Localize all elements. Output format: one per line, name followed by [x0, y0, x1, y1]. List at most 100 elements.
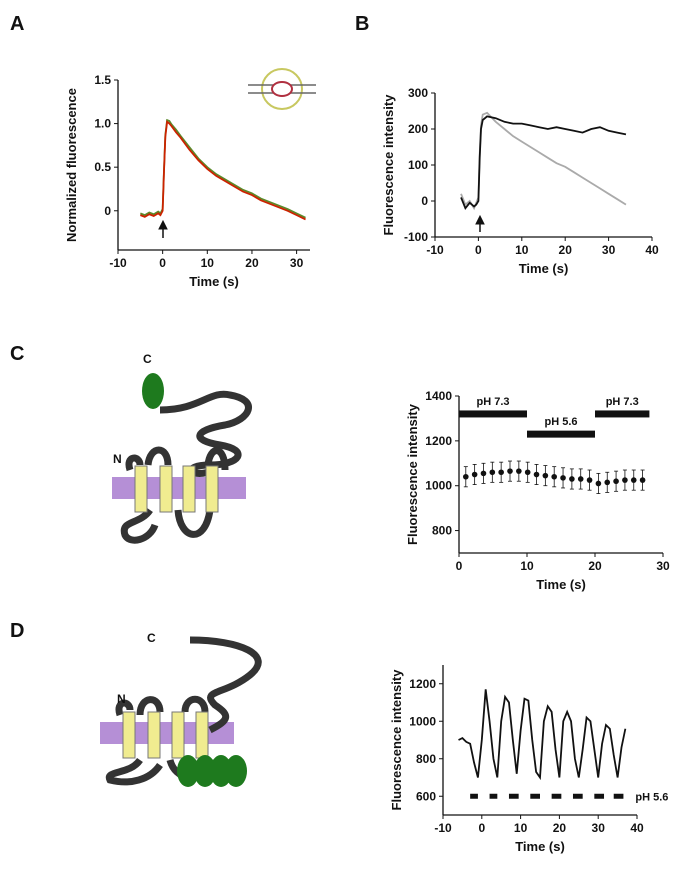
y-tick-label: 1200 [425, 434, 452, 448]
point [551, 473, 557, 480]
y-tick-label: 1000 [409, 714, 436, 728]
point [498, 469, 504, 476]
panel-label: A [10, 13, 24, 35]
pulse-bar [572, 793, 583, 799]
y-tick-label: 1.5 [94, 73, 111, 87]
x-tick-label: 30 [602, 243, 616, 257]
x-tick-label: 10 [201, 256, 215, 270]
panel-label: D [10, 620, 24, 642]
point [507, 468, 513, 474]
pulse-bar [530, 793, 540, 799]
x-tick-label: 10 [520, 559, 534, 573]
y-tick-label: 0 [104, 204, 111, 218]
x-tick-label: 0 [475, 243, 482, 257]
stimulus-arrow [158, 214, 485, 238]
x-tick-label: 20 [245, 256, 259, 270]
protein-diagram: C N [100, 631, 262, 787]
point [586, 477, 593, 483]
x-tick-label: 0 [159, 256, 166, 270]
treatment-label: pH 7.3 [476, 396, 509, 408]
y-tick-label: 0.5 [94, 160, 111, 174]
treatment-label: pH 7.3 [606, 396, 639, 408]
x-tick-label: 30 [656, 559, 670, 573]
x-tick-label: 20 [559, 243, 573, 257]
treatment-bar [595, 410, 650, 418]
panel-label: B [355, 13, 369, 35]
y-tick-label: 300 [408, 86, 428, 100]
y-tick-label: 600 [416, 789, 436, 803]
point [569, 476, 575, 482]
pulse-bar [594, 793, 605, 799]
x-tick-label: 0 [478, 821, 485, 835]
x-tick-label: 30 [290, 256, 304, 270]
point [622, 477, 628, 483]
trace [458, 689, 627, 781]
terminus-label: N [113, 452, 122, 466]
x-tick-label: 10 [515, 243, 529, 257]
treatment-label: pH 5.6 [544, 416, 577, 428]
y-tick-label: 0 [421, 194, 428, 208]
y-tick-label: 800 [416, 752, 436, 766]
y-tick-label: -100 [404, 230, 428, 244]
x-axis-title: Time (s) [519, 261, 569, 276]
point [489, 469, 496, 476]
trace [460, 115, 627, 210]
x-tick-label: 40 [645, 243, 659, 257]
y-tick-label: 200 [408, 122, 428, 136]
pulse-label: pH 5.6 [635, 791, 668, 803]
x-tick-label: -10 [434, 821, 452, 835]
trace [139, 120, 306, 221]
point [471, 471, 478, 478]
point [577, 476, 584, 482]
y-tick-label: 800 [432, 524, 452, 538]
point [524, 469, 531, 476]
x-tick-label: 0 [456, 559, 463, 573]
x-tick-label: 20 [588, 559, 602, 573]
x-axis-title: Time (s) [536, 577, 586, 592]
point [480, 470, 487, 477]
pulse-bar [489, 793, 498, 799]
y-axis-title: Fluorescence intensity [389, 669, 404, 811]
y-tick-label: 1.0 [94, 117, 111, 131]
terminus-label: N [117, 692, 126, 706]
x-tick-label: -10 [426, 243, 444, 257]
point [516, 468, 522, 474]
x-tick-label: 40 [630, 821, 644, 835]
point [463, 473, 469, 480]
x-tick-label: 10 [514, 821, 528, 835]
cell-icon [248, 68, 316, 110]
x-tick-label: -10 [109, 256, 127, 270]
y-tick-label: 1200 [409, 677, 436, 691]
y-tick-label: 1400 [425, 389, 452, 403]
y-tick-label: 100 [408, 158, 428, 172]
trace [139, 118, 306, 219]
x-axis-title: Time (s) [189, 274, 239, 289]
terminus-label: C [143, 352, 152, 366]
x-axis-title: Time (s) [515, 839, 565, 854]
point [595, 480, 602, 487]
y-tick-label: 1000 [425, 479, 452, 493]
pulse-bar [508, 793, 519, 799]
point [630, 477, 637, 483]
y-axis-title: Normalized fluorescence [64, 88, 79, 242]
point [542, 472, 549, 479]
x-tick-label: 30 [592, 821, 606, 835]
treatment-bar [459, 410, 527, 418]
pulse-bar [551, 793, 562, 799]
point [604, 479, 611, 486]
terminus-label: C [147, 631, 156, 645]
pulse-bar [470, 793, 478, 799]
trace [460, 111, 627, 211]
y-axis-title: Fluorescence intensity [405, 403, 420, 545]
point [533, 471, 540, 478]
treatment-bar [527, 430, 595, 438]
y-axis-title: Fluorescence intensity [381, 94, 396, 236]
point [560, 475, 566, 481]
x-tick-label: 20 [553, 821, 567, 835]
point [639, 477, 646, 483]
point [613, 478, 619, 485]
pulse-bar [613, 793, 624, 799]
protein-diagram: C N [112, 352, 252, 544]
panel-label: C [10, 343, 24, 365]
